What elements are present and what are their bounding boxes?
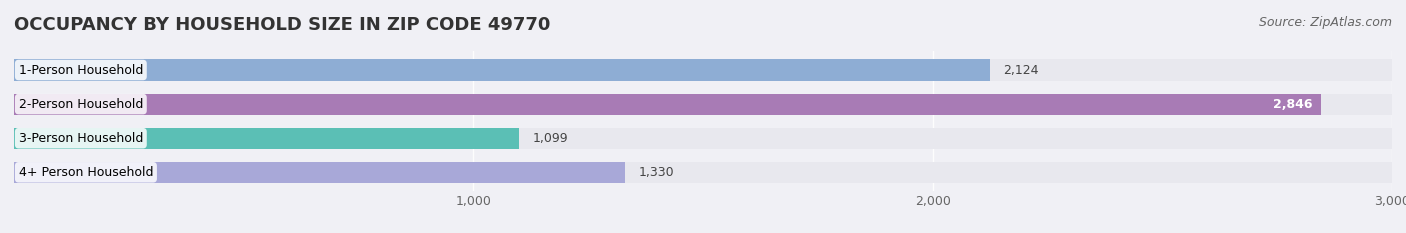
Bar: [14, 162, 624, 183]
Text: 4+ Person Household: 4+ Person Household: [18, 166, 153, 179]
Bar: [14, 59, 990, 81]
Bar: [14, 162, 1392, 183]
Text: 2,124: 2,124: [1004, 64, 1039, 76]
Text: 1,099: 1,099: [533, 132, 568, 145]
Text: 1,330: 1,330: [638, 166, 675, 179]
Text: 1-Person Household: 1-Person Household: [18, 64, 143, 76]
Bar: [14, 93, 1392, 115]
Text: 2,846: 2,846: [1272, 98, 1312, 111]
Bar: [14, 93, 1322, 115]
Bar: [14, 128, 1392, 149]
Text: Source: ZipAtlas.com: Source: ZipAtlas.com: [1258, 16, 1392, 29]
Bar: [14, 128, 519, 149]
Text: OCCUPANCY BY HOUSEHOLD SIZE IN ZIP CODE 49770: OCCUPANCY BY HOUSEHOLD SIZE IN ZIP CODE …: [14, 16, 550, 34]
Bar: [14, 59, 1392, 81]
Text: 3-Person Household: 3-Person Household: [18, 132, 143, 145]
Text: 2-Person Household: 2-Person Household: [18, 98, 143, 111]
